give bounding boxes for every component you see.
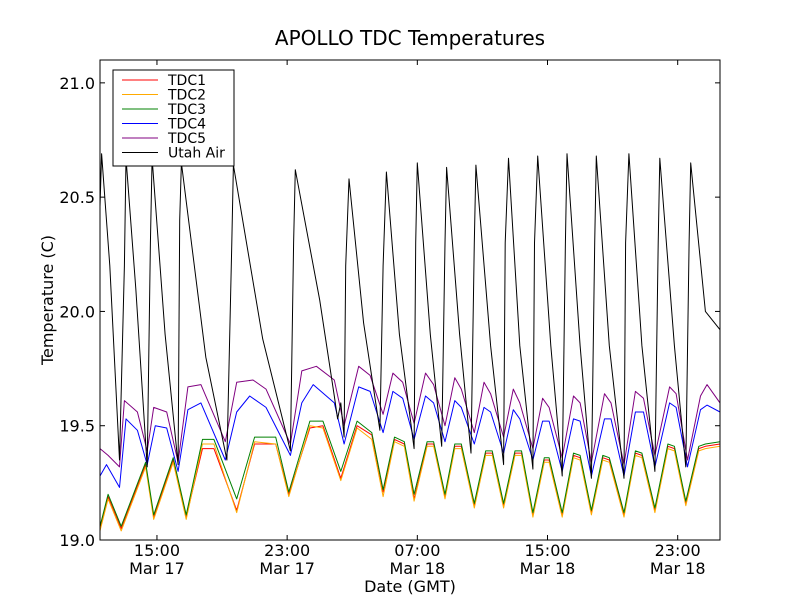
x-tick-label-time: 23:00	[264, 541, 310, 560]
x-tick-label-time: 07:00	[394, 541, 440, 560]
series-line-tdc2	[100, 425, 720, 532]
y-tick-label: 20.5	[59, 188, 95, 207]
legend-label: TDC4	[167, 117, 206, 133]
x-tick-label-time: 23:00	[655, 541, 701, 560]
x-tick-label-date: Mar 18	[390, 559, 446, 578]
legend-label: TDC1	[167, 73, 206, 89]
y-tick-label: 20.0	[59, 302, 95, 321]
series-line-utah-air	[100, 153, 720, 479]
legend-label: TDC2	[167, 88, 206, 104]
y-tick-label: 19.0	[59, 531, 95, 550]
x-tick-label-date: Mar 17	[129, 559, 185, 578]
y-axis: 19.0 19.5 20.0 20.5 21.0	[59, 74, 720, 550]
y-axis-title: Temperature (C)	[38, 235, 57, 366]
legend-label: Utah Air	[168, 146, 225, 162]
x-tick-label-date: Mar 17	[259, 559, 315, 578]
x-axis-title: Date (GMT)	[364, 577, 456, 596]
x-tick-label-time: 15:00	[134, 541, 180, 560]
legend-label: TDC5	[167, 131, 206, 147]
chart-title: APOLLO TDC Temperatures	[275, 26, 545, 50]
series-layer	[100, 153, 720, 532]
legend-label: TDC3	[167, 102, 206, 118]
legend-box	[112, 69, 235, 167]
x-tick-label-date: Mar 18	[650, 559, 706, 578]
y-tick-label: 19.5	[59, 417, 95, 436]
x-tick-label-date: Mar 18	[520, 559, 576, 578]
x-tick-label-time: 15:00	[524, 541, 570, 560]
series-line-tdc3	[100, 420, 720, 527]
plot-frame	[99, 59, 721, 541]
y-tick-label: 21.0	[59, 74, 95, 93]
